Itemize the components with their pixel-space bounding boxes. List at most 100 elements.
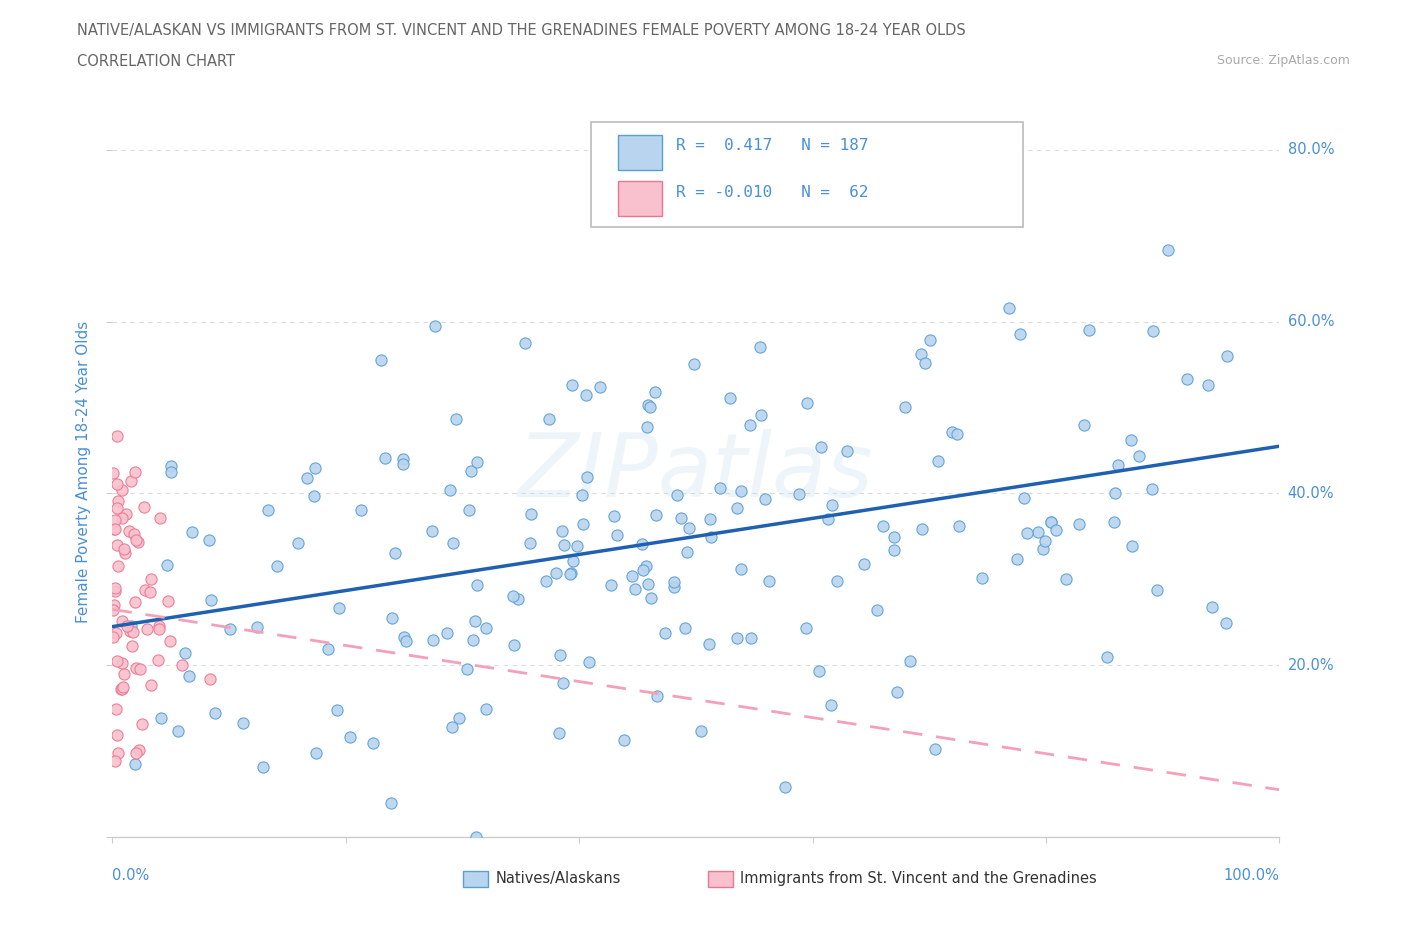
Point [970, 570, 993, 585]
Point [886, 684, 908, 699]
Point [105, 538, 128, 552]
Point [465, 578, 488, 592]
Point [621, 568, 644, 583]
Point [146, 652, 169, 667]
Point [148, 618, 170, 633]
Point [447, 711, 470, 725]
Point [104, 580, 127, 595]
Point [1107, 458, 1129, 472]
Point [328, 601, 350, 616]
Point [363, 735, 385, 750]
Point [927, 454, 949, 469]
Point [603, 508, 626, 523]
Point [671, 511, 693, 525]
Bar [707, 870, 734, 886]
FancyBboxPatch shape [591, 122, 1022, 228]
Point [461, 633, 484, 648]
Text: 40.0%: 40.0% [1288, 486, 1334, 501]
Point [159, 633, 181, 648]
Point [893, 400, 915, 415]
Text: ZIPatlas: ZIPatlas [519, 429, 873, 515]
Point [456, 661, 478, 676]
Point [125, 660, 148, 675]
Point [807, 664, 830, 679]
Text: 60.0%: 60.0% [1288, 314, 1334, 329]
Point [125, 745, 148, 760]
Point [128, 743, 150, 758]
Point [124, 757, 146, 772]
Point [131, 717, 153, 732]
Point [1032, 541, 1054, 556]
Point [821, 498, 844, 512]
Point [1077, 323, 1099, 338]
Text: R =  0.417   N = 187: R = 0.417 N = 187 [676, 139, 869, 153]
Point [810, 439, 832, 454]
Point [835, 444, 858, 458]
Point [911, 522, 934, 537]
Point [1119, 432, 1142, 447]
Point [883, 542, 905, 557]
Point [287, 535, 309, 550]
Point [920, 332, 942, 347]
Point [121, 625, 143, 640]
Text: Natives/Alaskans: Natives/Alaskans [495, 871, 620, 886]
Point [644, 508, 666, 523]
Point [749, 339, 772, 354]
Point [339, 730, 361, 745]
Point [114, 546, 136, 561]
Point [898, 653, 921, 668]
Point [457, 502, 479, 517]
Y-axis label: Female Poverty Among 18-24 Year Olds: Female Poverty Among 18-24 Year Olds [76, 321, 91, 623]
Point [101, 630, 124, 644]
Point [915, 185, 938, 200]
Point [560, 566, 582, 581]
Point [112, 666, 135, 681]
Point [110, 682, 132, 697]
Point [700, 530, 723, 545]
Point [148, 621, 170, 636]
Point [637, 398, 659, 413]
Point [304, 460, 326, 475]
Point [1201, 600, 1223, 615]
Point [1010, 326, 1032, 341]
Point [156, 558, 179, 573]
Point [124, 465, 146, 480]
Point [467, 455, 489, 470]
Text: 100.0%: 100.0% [1223, 868, 1279, 883]
Point [758, 574, 780, 589]
Point [104, 512, 127, 527]
Point [1102, 514, 1125, 529]
Point [326, 703, 349, 718]
Point [104, 753, 127, 768]
Point [122, 526, 145, 541]
Point [441, 535, 464, 550]
Point [111, 483, 134, 498]
Point [664, 579, 686, 594]
Point [638, 399, 661, 414]
Point [177, 669, 200, 684]
Point [718, 391, 741, 405]
Point [394, 630, 416, 644]
Point [519, 536, 541, 551]
Point [266, 559, 288, 574]
Point [565, 538, 588, 553]
Point [198, 672, 221, 687]
Point [107, 559, 129, 574]
Point [709, 481, 731, 496]
Point [548, 647, 571, 662]
Point [551, 524, 574, 538]
Point [173, 645, 195, 660]
Point [350, 502, 373, 517]
Point [502, 638, 524, 653]
Bar [617, 180, 662, 216]
Point [120, 474, 142, 489]
Point [606, 528, 628, 543]
Point [256, 503, 278, 518]
Point [998, 300, 1021, 315]
Point [107, 746, 129, 761]
Point [1128, 449, 1150, 464]
Point [101, 603, 124, 618]
Point [156, 593, 179, 608]
Point [644, 385, 666, 400]
Point [134, 583, 156, 598]
